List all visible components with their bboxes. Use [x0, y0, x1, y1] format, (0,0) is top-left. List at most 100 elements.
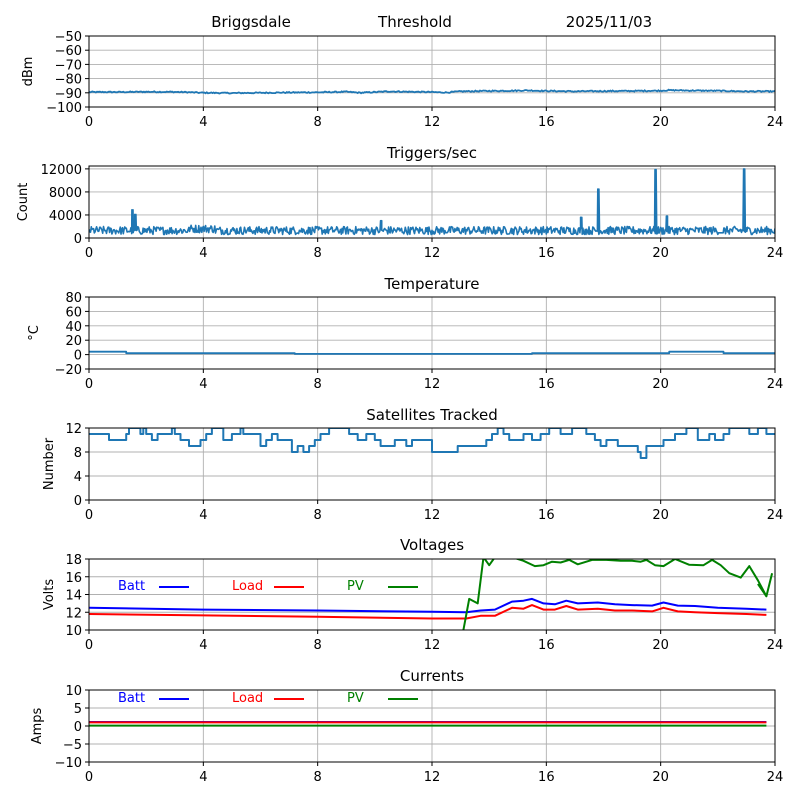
plot-area-currents	[89, 721, 767, 727]
x-tick-label: 4	[199, 377, 207, 392]
x-tick-label: 20	[652, 770, 669, 785]
y-tick-label: 0	[74, 720, 82, 735]
y-tick-label: −80	[55, 73, 82, 88]
y-tick-label: 0	[74, 349, 82, 364]
x-tick-label: 20	[652, 508, 669, 523]
y-axis-label: Number	[42, 437, 57, 490]
legend-label-pv: PV	[347, 579, 364, 594]
x-tick-label: 8	[314, 115, 322, 130]
x-tick-label: 12	[424, 115, 441, 130]
plot-area-triggers	[89, 168, 775, 236]
x-tick-label: 16	[538, 508, 555, 523]
x-tick-label: 16	[538, 638, 555, 653]
y-tick-label: −20	[55, 363, 82, 378]
x-tick-label: 16	[538, 246, 555, 261]
x-tick-label: 0	[85, 246, 93, 261]
x-tick-label: 24	[767, 377, 784, 392]
panel-threshold: 0 4 8 12 16 20 24 −100−90−80−70−60−50 dBm	[21, 30, 783, 130]
series-batt	[89, 597, 767, 614]
series-triggers	[89, 168, 775, 236]
y-axis-label: Amps	[30, 707, 45, 744]
station-title: Briggsdale	[211, 13, 291, 31]
x-tick-label: 4	[199, 638, 207, 653]
panel-title: Temperature	[383, 275, 479, 293]
x-tick-label: 0	[85, 377, 93, 392]
x-tick-label: 0	[85, 638, 93, 653]
y-axis-label: Volts	[42, 579, 57, 611]
panel-currents: Batt Load PV 0 4 8 12 16 20 24 −10 −5 0 5 10 Amps Curren…	[30, 667, 783, 785]
y-tick-label: 16	[65, 571, 82, 586]
x-tick-label: 20	[652, 638, 669, 653]
y-tick-label: 0	[74, 232, 82, 247]
y-tick-label: −5	[63, 738, 82, 753]
legend-label-load: Load	[232, 691, 263, 706]
date-title: 2025/11/03	[566, 13, 652, 31]
panel-title: Triggers/sec	[386, 144, 477, 162]
x-tick-label: 24	[767, 638, 784, 653]
x-tick-label: 12	[424, 508, 441, 523]
panel-voltages: Batt Load PV 0 4 8 12 16 20 24 10 12 14 16 18 Volts Volt…	[42, 536, 783, 653]
x-tick-label: 12	[424, 377, 441, 392]
legend-label-load: Load	[232, 579, 263, 594]
y-tick-label: 10	[65, 624, 82, 639]
x-tick-label: 8	[314, 770, 322, 785]
y-tick-label: 0	[74, 494, 82, 509]
x-tick-label: 8	[314, 638, 322, 653]
x-tick-label: 20	[652, 377, 669, 392]
x-tick-label: 4	[199, 115, 207, 130]
legend-label-batt: Batt	[118, 579, 145, 594]
x-tick-label: 12	[424, 246, 441, 261]
series-temperature	[89, 350, 775, 355]
y-tick-label: 60	[65, 305, 82, 320]
mode-title: Threshold	[377, 13, 452, 31]
x-tick-label: 24	[767, 115, 784, 130]
x-tick-label: 16	[538, 115, 555, 130]
x-tick-label: 4	[199, 508, 207, 523]
y-tick-label: −70	[55, 58, 82, 73]
x-tick-label: 0	[85, 508, 93, 523]
y-tick-label: 80	[65, 291, 82, 306]
y-axis-label: Count	[16, 183, 31, 222]
x-tick-label: 8	[314, 246, 322, 261]
x-tick-label: 4	[199, 770, 207, 785]
legend-label-batt: Batt	[118, 691, 145, 706]
panel-title: Satellites Tracked	[366, 406, 497, 424]
y-tick-label: −100	[46, 101, 82, 116]
series-pv	[462, 559, 768, 630]
panel-title: Voltages	[400, 536, 464, 554]
plot-area-voltages	[89, 559, 774, 630]
y-tick-label: 12	[65, 606, 82, 621]
x-tick-label: 8	[314, 508, 322, 523]
x-tick-label: 12	[424, 638, 441, 653]
series-pv-end	[757, 572, 774, 598]
y-tick-label: 12	[65, 422, 82, 437]
x-tick-label: 0	[85, 770, 93, 785]
legend-label-pv: PV	[347, 691, 364, 706]
x-tick-label: 0	[85, 115, 93, 130]
y-tick-label: −10	[55, 756, 82, 771]
x-tick-label: 16	[538, 770, 555, 785]
y-tick-label: 12000	[41, 163, 82, 178]
y-tick-label: 5	[74, 702, 82, 717]
y-axis-label: °C	[27, 325, 42, 341]
panel-title: Currents	[400, 667, 464, 685]
x-tick-label: 16	[538, 377, 555, 392]
y-tick-label: 8000	[49, 186, 82, 201]
y-tick-label: 40	[65, 320, 82, 335]
y-tick-label: 14	[65, 589, 82, 604]
y-tick-label: −60	[55, 44, 82, 59]
y-tick-label: 10	[65, 684, 82, 699]
y-tick-label: 8	[74, 446, 82, 461]
x-tick-label: 12	[424, 770, 441, 785]
y-tick-label: 20	[65, 334, 82, 349]
panel-triggers: 0 4 8 12 16 20 24 0 4000 8000 12000 Count Triggers/s…	[16, 144, 783, 261]
x-tick-label: 24	[767, 246, 784, 261]
x-tick-label: 8	[314, 377, 322, 392]
x-tick-label: 24	[767, 508, 784, 523]
y-tick-label: 18	[65, 553, 82, 568]
plot-area-threshold	[89, 88, 775, 95]
x-tick-label: 20	[652, 115, 669, 130]
y-tick-label: 4	[74, 470, 82, 485]
series-load	[89, 604, 767, 620]
